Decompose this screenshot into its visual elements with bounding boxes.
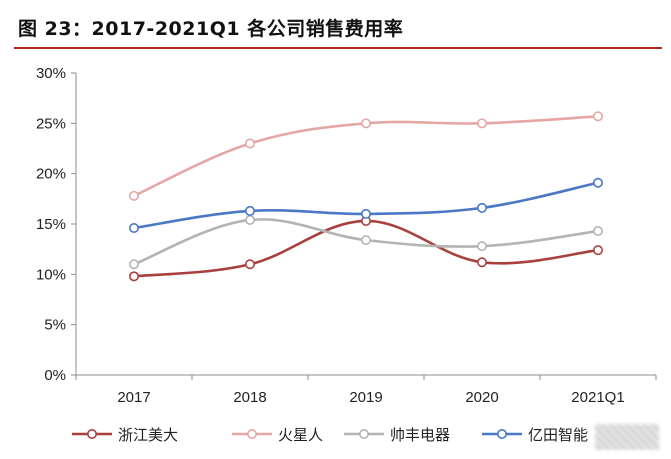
y-tick-label: 20% — [36, 166, 66, 183]
data-point — [476, 202, 487, 213]
y-tick-label: 10% — [36, 266, 66, 283]
series-line — [133, 219, 599, 278]
data-point — [476, 118, 487, 129]
legend-swatch-marker — [247, 428, 258, 439]
title-underline — [14, 47, 662, 49]
data-point — [245, 214, 256, 225]
data-point — [476, 257, 487, 268]
chart-legend: 浙江美大 火星人 帅丰电器 亿田智能 — [72, 426, 588, 444]
legend-label: 亿田智能 — [528, 426, 588, 444]
x-tick-label: 2017 — [117, 389, 150, 406]
y-tick-label: 30% — [36, 65, 66, 82]
data-point — [129, 259, 140, 270]
x-tick-label: 2021Q1 — [571, 389, 624, 406]
x-tick-label: 2020 — [465, 389, 498, 406]
series-4 — [129, 177, 603, 234]
data-point — [245, 205, 256, 216]
x-tick-label: 2019 — [349, 389, 382, 406]
data-point — [592, 245, 603, 256]
data-point — [129, 271, 140, 282]
data-point — [476, 241, 487, 252]
legend-item: 火星人 — [232, 426, 323, 444]
series-1 — [129, 215, 603, 282]
legend-label: 帅丰电器 — [390, 426, 450, 444]
legend-label: 浙江美大 — [118, 426, 178, 444]
data-point — [245, 259, 256, 270]
series-3 — [129, 214, 603, 270]
y-tick-label: 15% — [36, 216, 66, 233]
legend-item: 亿田智能 — [482, 426, 588, 444]
data-point — [129, 223, 140, 234]
series-2 — [129, 111, 603, 201]
data-point — [360, 235, 371, 246]
legend-swatch-marker — [358, 428, 369, 439]
data-point — [360, 118, 371, 129]
data-point — [592, 177, 603, 188]
y-tick-label: 0% — [44, 367, 66, 384]
x-tick-label: 2018 — [233, 389, 266, 406]
data-point — [592, 111, 603, 122]
legend-item: 浙江美大 — [72, 426, 178, 444]
legend-swatch-marker — [87, 428, 98, 439]
y-tick-label: 5% — [44, 317, 66, 334]
series-layer — [129, 111, 603, 282]
data-point — [129, 190, 140, 201]
data-point — [245, 138, 256, 149]
legend-swatch-marker — [496, 428, 507, 439]
chart-axes: 0% 5% 10% 15% 20% 25% 30% 2017 2018 2019 2020 2021Q… — [36, 65, 657, 406]
chart-title: 图 23：2017-2021Q1 各公司销售费用率 — [18, 18, 404, 40]
y-tick-label: 25% — [36, 115, 66, 132]
legend-item: 帅丰电器 — [344, 426, 450, 444]
legend-label: 火星人 — [278, 426, 323, 444]
data-point — [360, 208, 371, 219]
data-point — [592, 226, 603, 237]
blurred-watermark — [595, 424, 659, 450]
